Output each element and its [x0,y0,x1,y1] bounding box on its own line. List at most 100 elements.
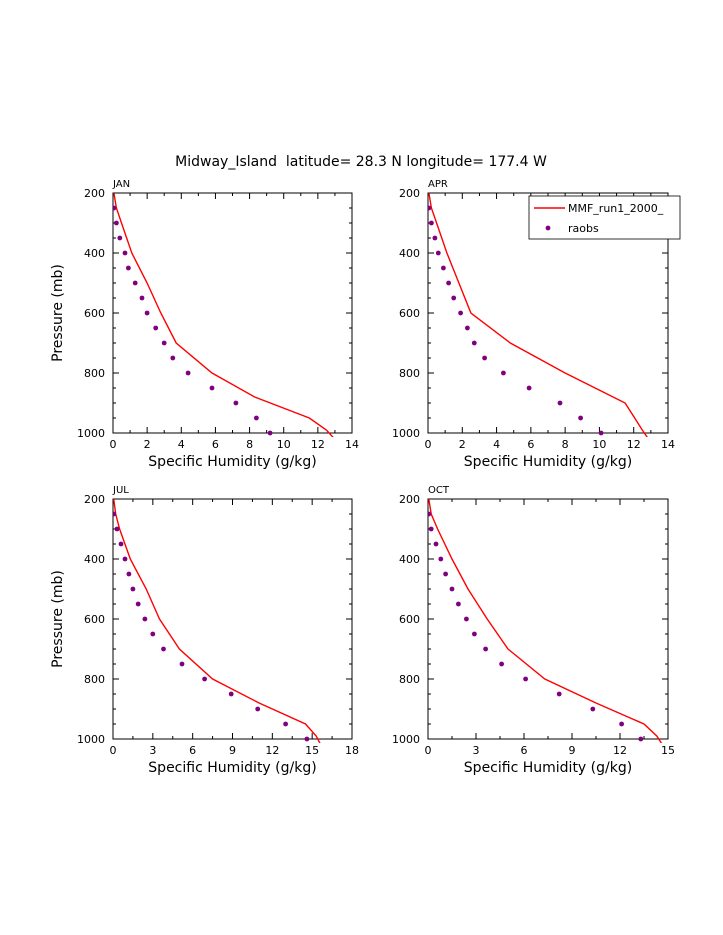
raob-point [125,265,131,271]
y-tick-label: 800 [399,367,420,380]
y-axis-label: Pressure (mb) [50,264,66,362]
raob-point [482,355,487,361]
raob-point [501,370,506,376]
raob-point [122,250,128,256]
x-tick-label: 8 [246,438,253,451]
y-tick-label: 1000 [77,733,105,746]
y-tick-label: 1000 [392,733,420,746]
raob-point [179,661,185,667]
y-axis-label: Pressure (mb) [50,570,66,668]
y-tick-label: 600 [84,613,105,626]
y-tick-label: 600 [399,307,420,320]
x-tick-label: 4 [493,438,500,451]
x-tick-label: 14 [661,438,675,451]
raob-point [432,235,438,241]
plot-frame [112,498,353,740]
x-tick-label: 3 [149,744,156,757]
legend-dot-swatch [545,225,551,231]
raob-point [144,310,150,316]
raob-point [113,511,117,517]
raob-point [435,250,441,256]
model-profile-line [428,193,648,437]
raob-point [428,205,432,211]
raob-point [161,646,166,652]
x-tick-label: 3 [473,744,480,757]
y-tick-label: 200 [399,493,420,506]
raob-point [209,385,215,391]
x-axis-label: Specific Humidity (g/kg) [148,760,316,776]
y-tick-label: 1000 [77,427,105,440]
raob-point [202,676,208,682]
legend-box [528,195,681,240]
raob-point [483,646,488,652]
raob-point [114,526,120,532]
raob-point [153,325,159,331]
x-tick-label: 10 [277,438,291,451]
raob-point [526,385,532,391]
y-tick-label: 600 [399,613,420,626]
series-group [428,193,648,437]
x-tick-label: 12 [627,438,641,451]
x-tick-label: 6 [189,744,196,757]
x-tick-label: 9 [229,744,236,757]
model-profile-line [113,499,321,743]
y-tick-label: 200 [84,493,105,506]
raob-point [638,736,644,742]
legend: MMF_run1_2000_ raobs [528,195,681,240]
raob-point [449,586,455,592]
x-tick-label: 2 [459,438,466,451]
panel-oct: OCT 0 3 6 9 12 15 200 400 600 800 1000 Specific Humi… [392,485,675,776]
x-tick-label: 6 [527,438,534,451]
x-tick-label: 0 [110,744,117,757]
raob-point [438,556,444,562]
raob-point [254,415,259,421]
y-tick-label: 600 [84,307,105,320]
x-tick-label: 6 [212,438,219,451]
y-tick-label: 400 [84,247,105,260]
raob-point [122,556,128,562]
raob-point [443,571,448,577]
raob-point [170,355,176,361]
panel-jul: JUL 0 3 6 9 12 15 18 200 400 600 800 1000 Specific Hu… [50,485,359,776]
panel-label: JAN [112,179,130,190]
model-profile-line [113,193,334,437]
raob-point [117,235,123,241]
x-tick-label: 4 [178,438,185,451]
raob-point [590,706,596,712]
raob-point [456,601,461,607]
raob-point [135,601,141,607]
y-tick-label: 800 [84,367,105,380]
series-group [113,499,321,743]
raob-point [113,205,117,211]
raob-point [619,721,624,727]
raob-point [446,280,451,286]
legend-model-label: MMF_run1_2000_ [568,202,664,215]
y-tick-label: 400 [399,553,420,566]
raob-point [255,706,261,712]
raob-point [118,541,124,547]
raob-point [433,541,439,547]
x-tick-label: 14 [345,438,359,451]
x-tick-label: 0 [425,744,432,757]
panel-label: OCT [428,485,450,496]
x-axis-label: Specific Humidity (g/kg) [464,760,632,776]
raob-point [142,616,148,622]
raob-point [114,220,119,226]
x-tick-label: 0 [110,438,117,451]
raob-point [139,295,145,301]
raob-point [429,220,434,226]
raob-point [557,400,563,406]
raob-point [428,511,432,517]
x-tick-label: 15 [305,744,319,757]
raob-point [161,340,167,346]
x-tick-label: 12 [311,438,325,451]
raob-point [523,676,528,682]
raob-point [472,631,477,637]
raob-point [598,430,604,436]
x-tick-label: 2 [144,438,151,451]
x-axis-label: Specific Humidity (g/kg) [148,454,316,470]
figure-title: Midway_Island latitude= 28.3 N longitude… [175,154,547,170]
panel-label: JUL [112,485,129,496]
panel-label: APR [428,179,448,190]
